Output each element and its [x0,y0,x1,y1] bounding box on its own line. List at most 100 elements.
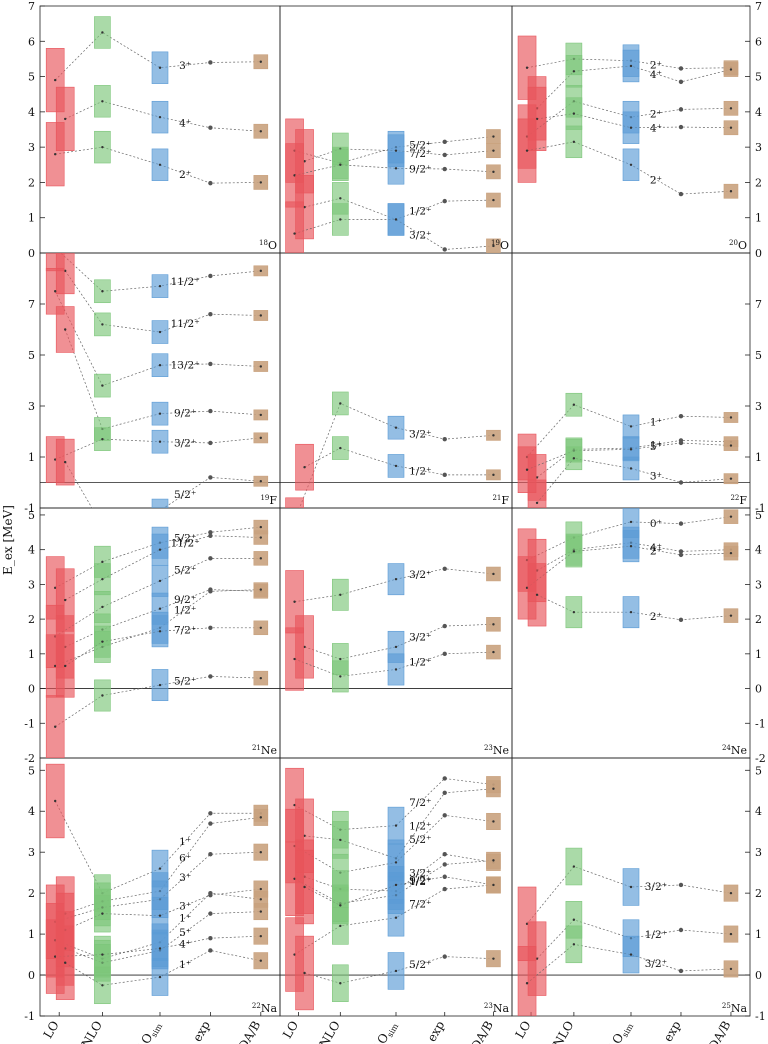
band-center [303,645,306,649]
band-center [101,912,104,915]
y-tick-label-left: 7 [28,298,35,311]
state-connector [54,800,261,894]
state-label: 3/2⁺ [409,868,431,880]
band-center [259,934,262,938]
exp-point [208,911,213,916]
band-center [259,898,262,901]
y-tick-label-left: -2 [24,752,35,765]
band-center [572,943,576,946]
state-label: 3/2⁺ [409,631,431,643]
band-center [394,464,398,468]
band-center [492,572,495,576]
y-tick-label-right: 0 [755,969,762,982]
y-tick-label-right: 2 [755,887,762,900]
state-connector [54,32,261,81]
exp-point [208,935,213,941]
state-label: 1/2⁺ [409,657,431,669]
band-center [158,66,162,69]
panel-marks [517,508,739,629]
band-center [259,314,262,317]
band-center [535,593,539,597]
y-tick-label-left: 2 [28,887,35,900]
band-center [293,877,296,881]
y-tick-label-right: 0 [755,683,762,696]
exp-point [442,436,447,442]
band-center [339,838,342,842]
y-tick-label-right: -2 [755,752,766,765]
state-label: 4⁺ [650,542,662,554]
exp-point [208,948,213,953]
y-tick-label-left: 3 [28,400,35,413]
panel-marks [280,391,512,508]
band-center [492,623,495,626]
band-center [572,112,576,115]
band-center [492,859,495,862]
exp-point [208,556,213,561]
band-center [303,205,306,209]
panel-marks [285,118,501,253]
band-center [629,64,633,68]
band-center [572,610,576,614]
band-center [339,904,342,907]
state-label: 2⁺ [650,174,662,186]
band-center [101,145,104,149]
band-center [54,799,57,803]
band-center [303,834,306,838]
exp-point [208,180,213,186]
band-center [259,365,262,368]
state-connector [304,447,494,476]
band-center [158,975,162,979]
state-label: 9/2⁺ [174,407,196,419]
y-tick-label-right: 5 [755,349,762,362]
band-center [101,290,104,293]
state-connector [526,943,731,984]
band-center [629,467,633,470]
band-center [158,630,162,633]
panel-frames [39,5,751,1017]
nucleus-label: 20O [729,239,747,252]
state-label: 4⁺ [179,938,191,950]
exp-point [208,821,213,826]
category-label: exp [424,1018,447,1044]
exp-point [208,125,213,130]
band-center [158,115,162,119]
band-center [629,953,633,956]
y-tick-label-right: 6 [755,35,762,48]
y-tick-label-left: 2 [28,613,35,626]
band-center [158,412,162,415]
category-label: LO [280,1018,301,1041]
y-tick-label-right: 7 [755,0,762,13]
state-connector [55,892,261,960]
state-label: 3/2⁺ [409,229,431,241]
exp-point [678,552,684,558]
band-center [303,466,306,469]
y-tick-label-right: 1 [755,928,762,941]
state-connector [54,291,261,387]
exp-point [442,472,447,478]
state-label: 3/2⁺ [409,569,431,581]
state-label: 4⁺ [650,69,662,81]
band-center [158,867,162,870]
band-center [729,477,733,480]
band-center [339,446,342,450]
state-connector [536,542,731,571]
state-label: 1⁺ [179,913,191,925]
state-label: 1/2⁺ [409,821,431,833]
state-label: 1/2⁺ [409,205,431,217]
exp-point [442,566,447,571]
band-center [54,586,57,590]
state-label: 4⁺ [179,117,191,129]
chart-labels: 0 01 12 23 34 45 56 67 7-1 -11 13 35 57 7-2 -2-1 -10 01 1… [24,0,765,1044]
state-label: 3⁺ [179,60,191,72]
band-center [492,473,495,477]
exp-point [208,533,213,538]
y-tick-label-left: 2 [28,176,35,189]
band-center [259,850,262,854]
nucleus-label: 23Na [484,1002,510,1015]
band-center [525,149,529,152]
exp-point [678,191,684,197]
band-center [729,515,733,518]
state-label: 5/2⁺ [174,565,196,577]
exp-point [442,862,447,867]
band-center [158,330,162,334]
